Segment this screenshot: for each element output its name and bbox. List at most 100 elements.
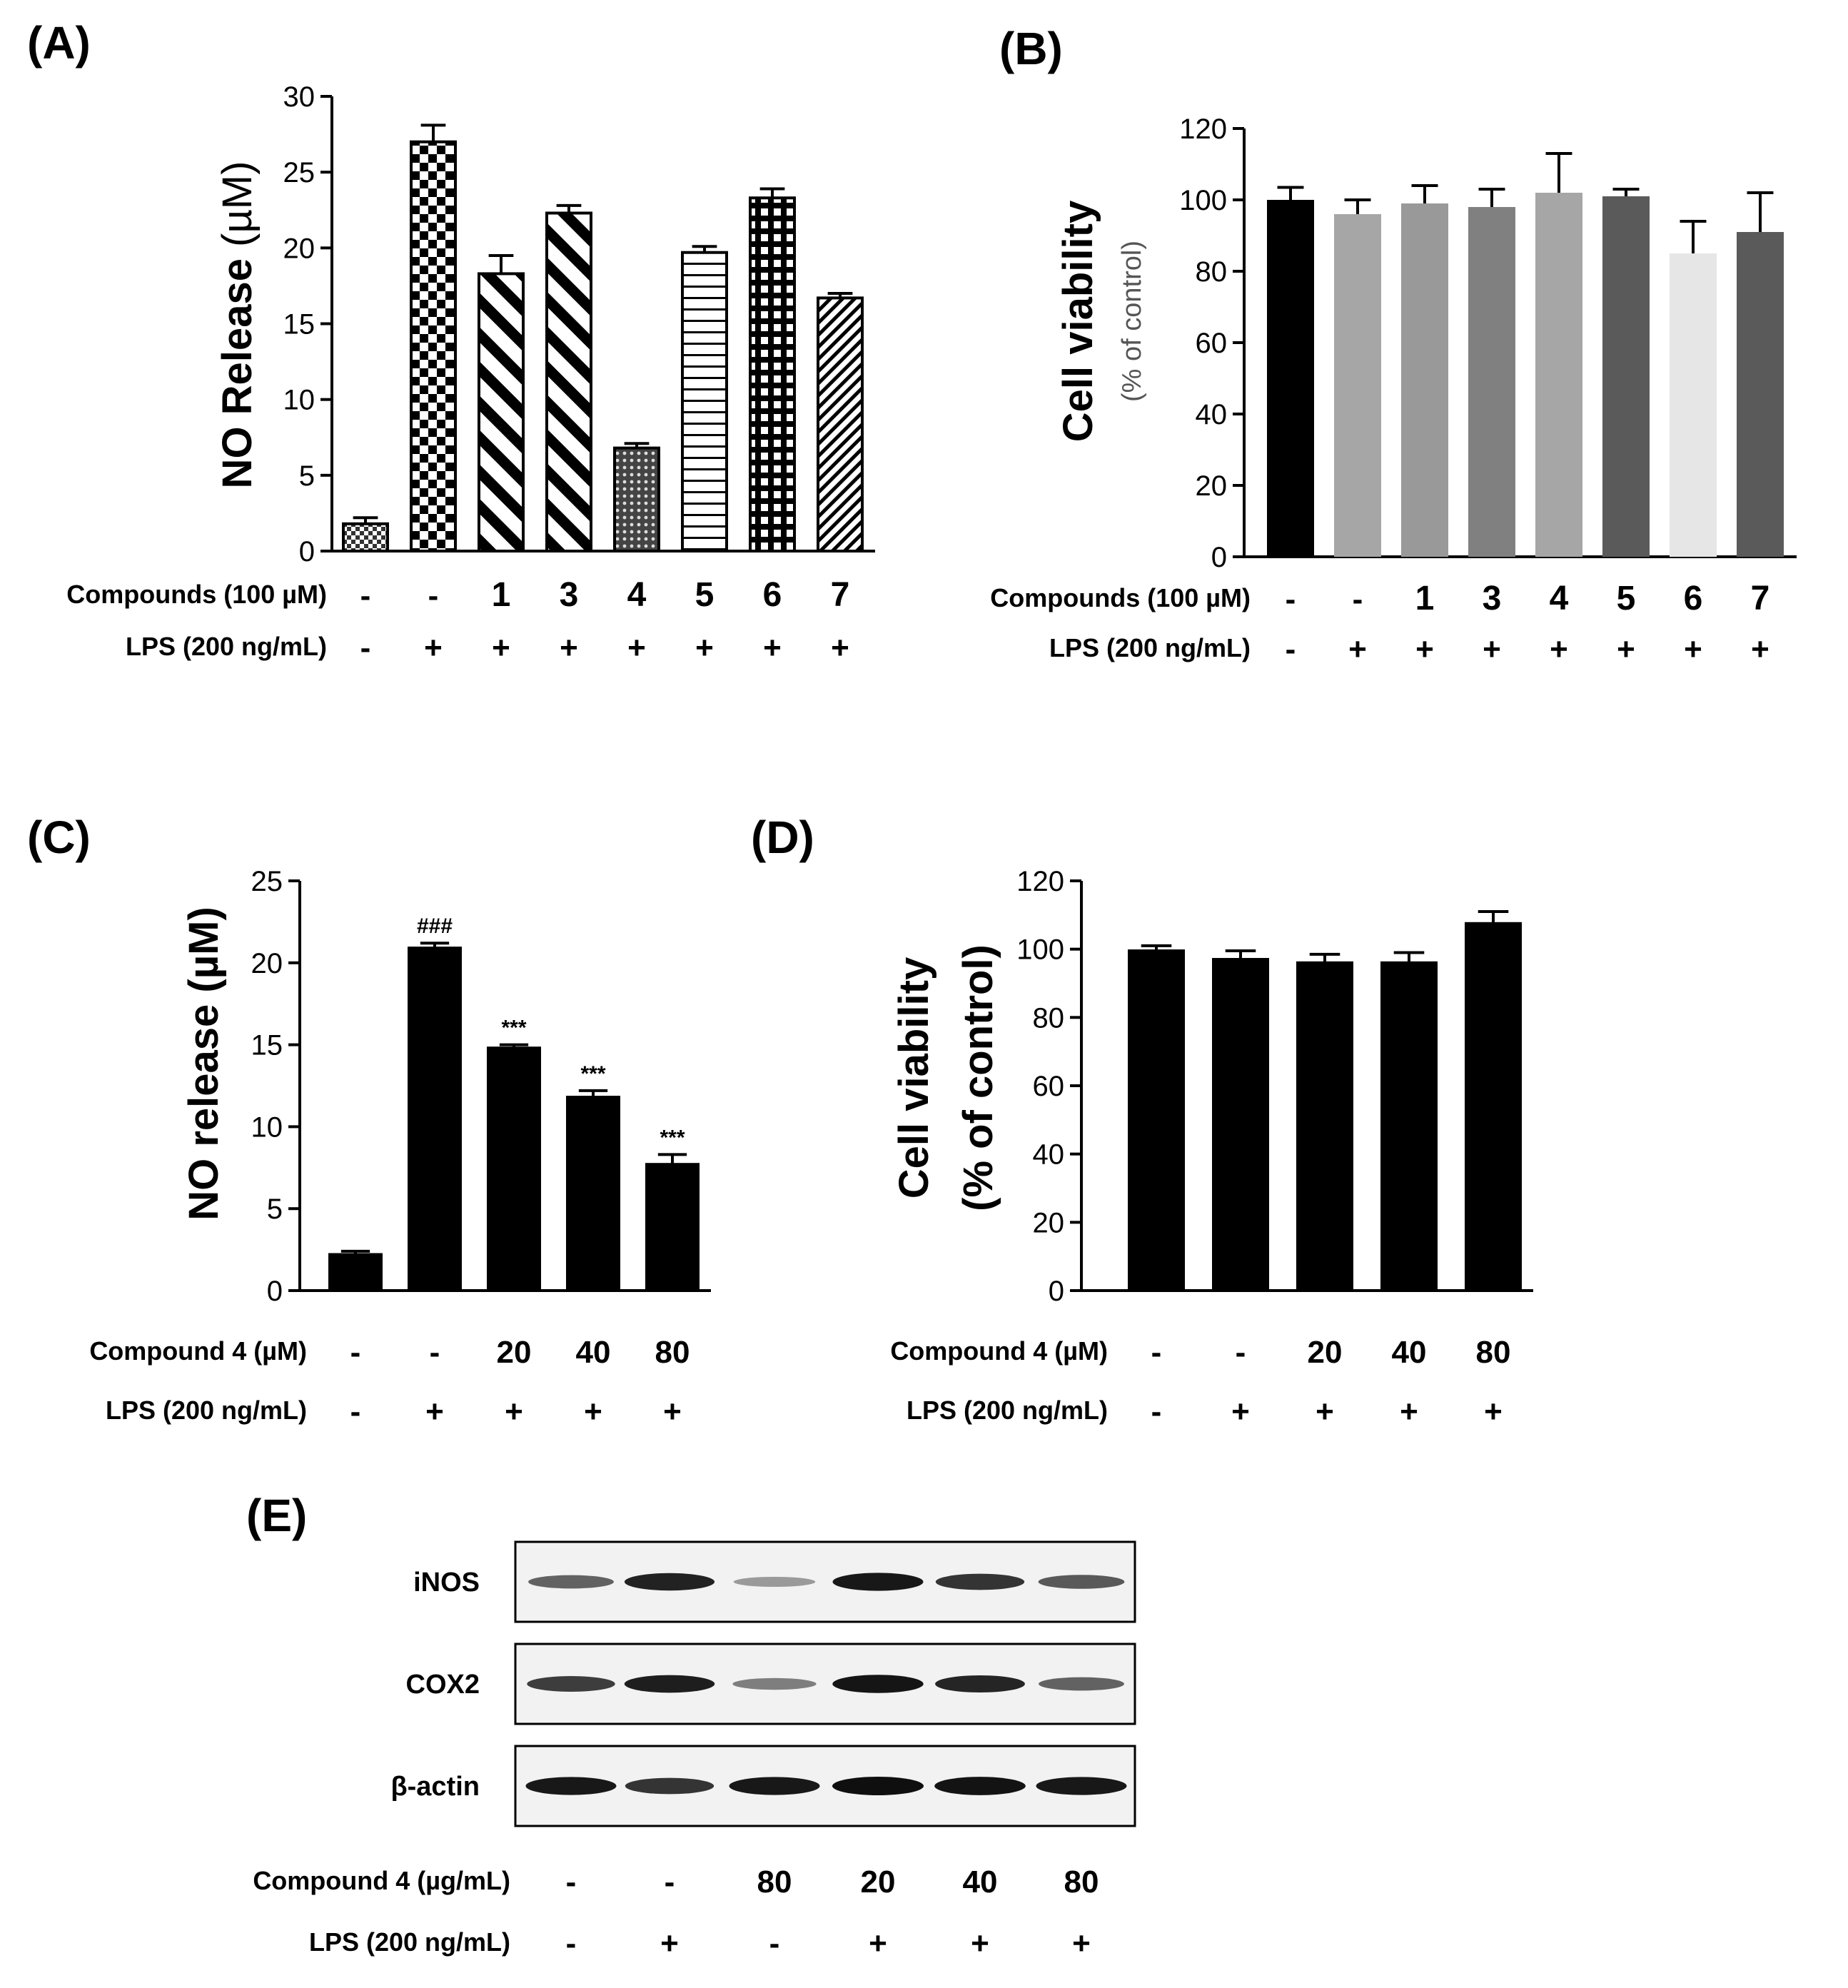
y-tick-label: 10 <box>251 1111 283 1143</box>
condition-row-label: Compounds (100 µM) <box>66 580 327 609</box>
blot-frame <box>514 1745 1136 1827</box>
condition-value: - <box>1151 1335 1162 1370</box>
condition-value: - <box>566 1865 577 1899</box>
condition-value: 3 <box>560 576 579 614</box>
y-tick-label: 40 <box>1033 1139 1065 1171</box>
condition-value: + <box>1400 1394 1418 1429</box>
bar <box>566 1096 620 1293</box>
blot-band <box>525 1777 617 1795</box>
blot-band <box>832 1573 924 1591</box>
significance-label: *** <box>580 1062 605 1086</box>
condition-value: + <box>831 630 849 665</box>
y-tick-label: 25 <box>283 157 315 188</box>
bar <box>545 211 592 552</box>
y-tick-label: 120 <box>1179 113 1227 145</box>
condition-value: + <box>425 1394 444 1429</box>
condition-value: + <box>1550 632 1568 667</box>
blot-band <box>934 1777 1026 1795</box>
y-tick-label: 0 <box>299 536 315 567</box>
condition-row-label: Compound 4 (µM) <box>89 1336 307 1366</box>
bar <box>817 296 864 552</box>
condition-value: - <box>428 578 439 613</box>
blot-band <box>625 1777 715 1795</box>
blot-band-label: COX2 <box>406 1670 480 1700</box>
condition-row-label: LPS (200 ng/mL) <box>309 1927 510 1957</box>
y-axis-label-secondary: (% of control) <box>955 944 1001 1211</box>
condition-value: 20 <box>497 1335 532 1370</box>
bar <box>645 1163 700 1293</box>
bar <box>1296 961 1353 1293</box>
condition-row-label: LPS (200 ng/mL) <box>126 632 327 661</box>
y-tick-label: 10 <box>283 385 315 416</box>
blot-frame <box>514 1643 1136 1725</box>
blot-band-label: β-actin <box>390 1772 480 1802</box>
condition-value: + <box>660 1926 679 1961</box>
y-axis-label: NO Release (µM) <box>214 161 261 489</box>
condition-value: + <box>1231 1394 1250 1429</box>
bar <box>1670 253 1717 557</box>
condition-value: + <box>492 630 510 665</box>
chart-d: 0 20 40 60 80 100 120 Cell viability (% of contr… <box>890 866 1533 1429</box>
blot-band <box>732 1677 817 1690</box>
y-tick-label: 15 <box>251 1030 283 1061</box>
y-tick-label: 40 <box>1196 399 1228 430</box>
condition-value: + <box>869 1926 887 1961</box>
condition-value: - <box>360 630 371 665</box>
significance-label: *** <box>501 1016 526 1040</box>
condition-value: - <box>430 1335 440 1370</box>
condition-row-label: Compounds (100 µM) <box>990 583 1251 612</box>
bar <box>1380 961 1438 1293</box>
condition-value: 6 <box>763 576 782 614</box>
condition-value: - <box>1151 1394 1162 1429</box>
y-tick-label: 80 <box>1033 1002 1065 1034</box>
bar <box>1737 232 1784 557</box>
y-axis-label-secondary: (% of control) <box>1117 241 1147 402</box>
condition-value: 4 <box>1550 580 1569 617</box>
condition-row-label: Compound 4 (µM) <box>890 1336 1108 1366</box>
bar <box>478 272 525 552</box>
condition-value: - <box>665 1865 675 1899</box>
condition-value: 4 <box>627 576 647 614</box>
condition-row-label: LPS (200 ng/mL) <box>106 1396 307 1425</box>
y-tick-label: 25 <box>251 866 283 897</box>
condition-value: 1 <box>492 576 511 614</box>
panel-label-d: (D) <box>751 812 814 863</box>
bar <box>1128 949 1185 1293</box>
condition-value: + <box>424 630 443 665</box>
bar <box>1535 193 1582 557</box>
y-tick-label: 20 <box>1033 1207 1065 1238</box>
y-tick-label: 5 <box>267 1194 283 1225</box>
y-tick-label: 0 <box>1049 1276 1064 1307</box>
y-axis-label-unit: (µM) <box>214 161 261 247</box>
panel-label-c: (C) <box>27 812 91 863</box>
condition-value: + <box>1316 1394 1334 1429</box>
y-tick-label: 15 <box>283 309 315 340</box>
y-tick-label: 100 <box>1016 934 1064 966</box>
y-tick-label: 0 <box>267 1276 283 1307</box>
condition-value: 3 <box>1483 580 1502 617</box>
condition-value: - <box>350 1394 361 1429</box>
blot-band <box>1038 1575 1125 1589</box>
condition-value: 7 <box>831 576 850 614</box>
condition-value: 6 <box>1684 580 1703 617</box>
blot-band <box>935 1573 1025 1590</box>
condition-value: 40 <box>963 1865 998 1899</box>
condition-value: + <box>1072 1926 1091 1961</box>
bar <box>1212 958 1269 1293</box>
significance-label: ### <box>417 914 453 938</box>
condition-value: 20 <box>1308 1335 1343 1370</box>
y-axis-label: Cell viability <box>1055 201 1101 442</box>
y-tick-label: 100 <box>1179 185 1227 216</box>
significance-label: *** <box>660 1126 685 1149</box>
panel-label-a: (A) <box>27 17 91 69</box>
bar <box>681 251 728 552</box>
condition-value: + <box>1751 632 1769 667</box>
condition-value: - <box>350 1335 361 1370</box>
condition-value: 5 <box>1617 580 1636 617</box>
condition-value: 80 <box>757 1865 792 1899</box>
condition-row-label: LPS (200 ng/mL) <box>1049 633 1251 662</box>
bar <box>342 522 389 553</box>
condition-value: 40 <box>1392 1335 1427 1370</box>
blot-band <box>729 1777 820 1795</box>
